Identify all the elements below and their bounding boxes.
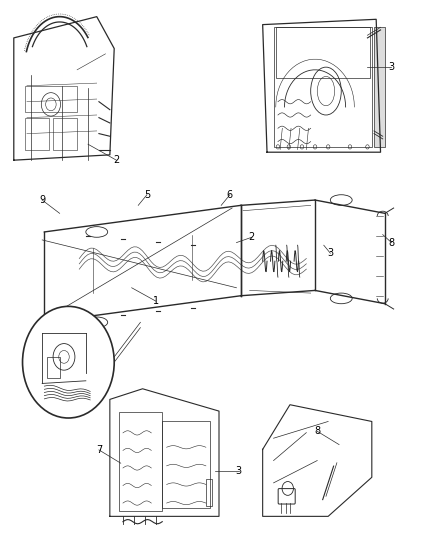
FancyBboxPatch shape xyxy=(374,27,385,147)
Text: 8: 8 xyxy=(314,426,320,437)
Text: 9: 9 xyxy=(39,195,45,205)
Text: 7: 7 xyxy=(96,445,102,455)
Text: 3: 3 xyxy=(389,62,395,72)
Text: 3: 3 xyxy=(236,466,242,476)
Text: 2: 2 xyxy=(249,232,255,243)
Text: 1: 1 xyxy=(152,296,159,306)
Text: 8: 8 xyxy=(389,238,395,247)
Text: 3: 3 xyxy=(327,248,333,258)
Text: 6: 6 xyxy=(227,190,233,200)
Circle shape xyxy=(22,306,114,418)
Text: 2: 2 xyxy=(48,368,54,378)
Text: 2: 2 xyxy=(113,155,120,165)
Text: 5: 5 xyxy=(144,190,150,200)
